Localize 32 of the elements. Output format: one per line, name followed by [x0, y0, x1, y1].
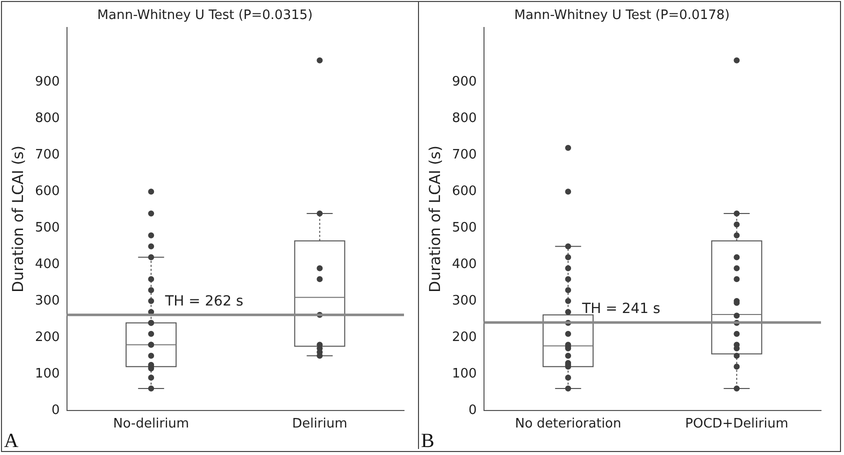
- y-tick-label: 600: [452, 184, 477, 200]
- x-tick-label: No-delirium: [113, 416, 190, 432]
- y-tick-label: 100: [452, 366, 477, 382]
- y-tick-label: 700: [34, 148, 60, 163]
- y-tick-label: 0: [468, 402, 477, 418]
- y-tick-label: 300: [34, 293, 60, 308]
- chart-title: Mann-Whitney U Test (P=0.0315): [97, 8, 313, 24]
- y-tick-label: 400: [34, 256, 60, 272]
- y-tick-label: 500: [452, 220, 477, 236]
- y-tick-label: 700: [452, 148, 477, 163]
- text: B: [421, 430, 434, 453]
- text: A: [4, 430, 18, 453]
- y-tick-label: 500: [34, 220, 60, 236]
- y-tick-label: 0: [52, 402, 60, 418]
- y-tick-label: 300: [452, 293, 477, 308]
- y-tick-label: 400: [452, 256, 477, 272]
- x-tick-label: Delirium: [292, 416, 348, 432]
- x-tick-label: POCD+Delirium: [685, 416, 788, 432]
- y-tick-label: 900: [452, 74, 477, 90]
- ref-line-label: TH = 262 s: [164, 294, 244, 310]
- y-axis-title: Duration of LCAI (s): [8, 146, 27, 292]
- chart-title: Mann-Whitney U Test (P=0.0178): [514, 8, 730, 24]
- y-tick-label: 200: [34, 330, 60, 345]
- x-tick-label: No deterioration: [514, 416, 622, 432]
- y-tick-label: 900: [34, 74, 60, 90]
- y-axis-title: Duration of LCAI (s): [426, 146, 444, 292]
- y-tick-label: 800: [452, 111, 477, 126]
- y-tick-label: 100: [34, 366, 60, 382]
- y-tick-label: 800: [34, 111, 60, 126]
- ref-line-label: TH = 241 s: [581, 301, 660, 318]
- y-tick-label: 600: [34, 184, 60, 200]
- y-tick-label: 200: [452, 330, 477, 345]
